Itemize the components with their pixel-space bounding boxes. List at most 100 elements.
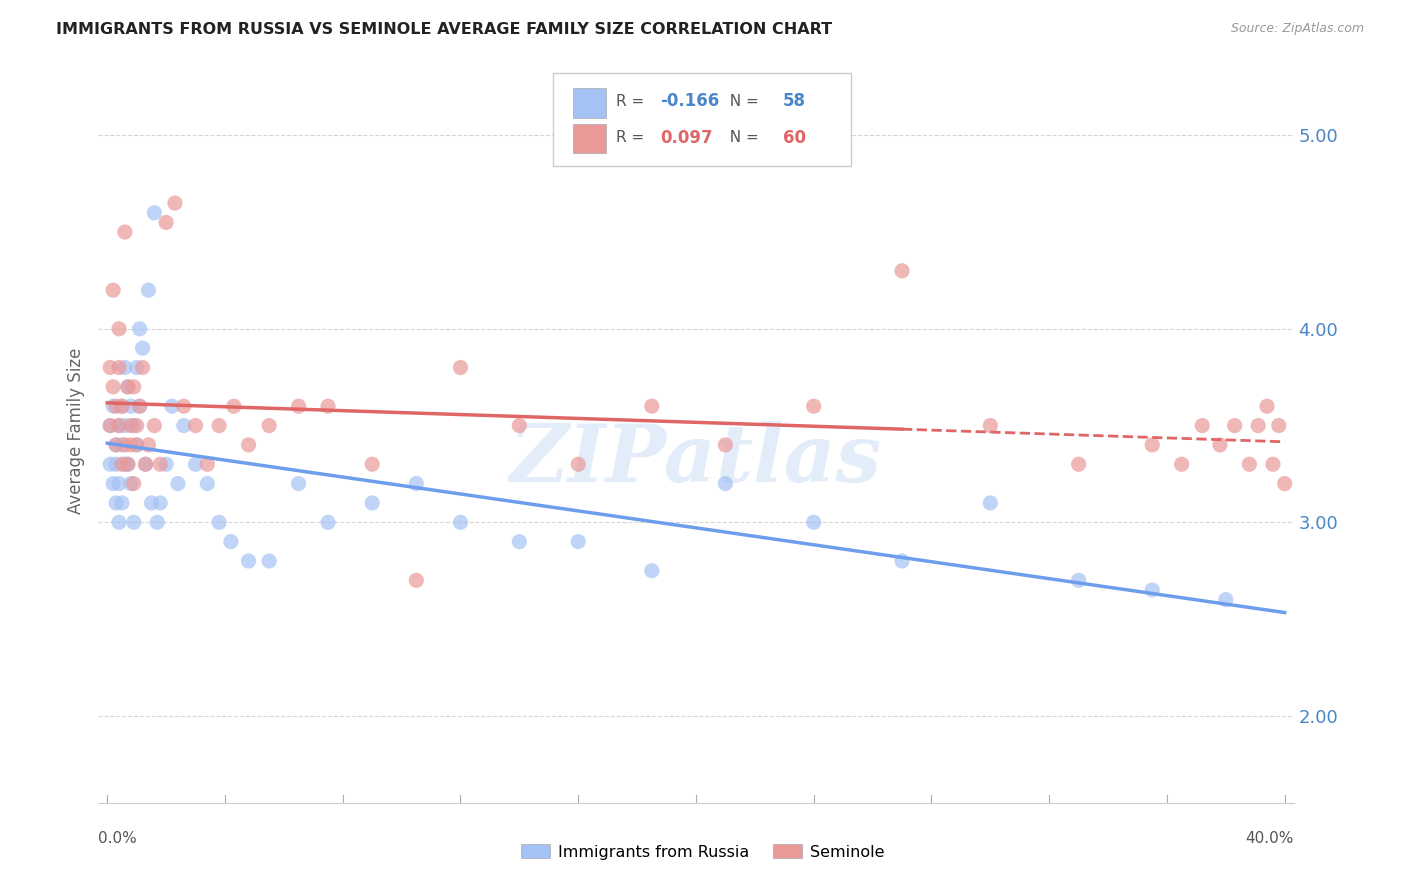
Point (108, 360, 131, 375)
Point (1215, 592, 1237, 607)
Point (98, 418, 121, 433)
Point (134, 457, 156, 471)
Point (117, 457, 139, 471)
Point (1268, 418, 1291, 433)
Point (105, 438, 128, 452)
Point (111, 399, 134, 413)
Point (1274, 476, 1296, 491)
Point (131, 341, 153, 355)
Point (143, 206, 166, 220)
Point (1067, 457, 1090, 471)
Point (219, 534, 242, 549)
Point (891, 264, 914, 278)
Point (122, 476, 145, 491)
Point (98, 457, 121, 471)
Point (143, 418, 166, 433)
Point (117, 457, 139, 471)
Point (184, 418, 207, 433)
Point (108, 418, 131, 433)
Point (238, 554, 260, 568)
Point (114, 457, 136, 471)
Point (149, 496, 172, 510)
Point (1170, 457, 1192, 471)
Text: -0.166: -0.166 (661, 92, 720, 111)
Point (120, 399, 142, 413)
Point (114, 418, 136, 433)
Text: 40.0%: 40.0% (1246, 831, 1294, 846)
Point (101, 283, 124, 297)
Point (803, 399, 825, 413)
Point (134, 457, 156, 471)
FancyBboxPatch shape (572, 87, 606, 118)
Point (149, 457, 172, 471)
Point (138, 283, 160, 297)
Point (714, 438, 737, 452)
Point (120, 476, 142, 491)
Point (117, 380, 139, 394)
Point (1142, 438, 1164, 452)
Point (405, 574, 427, 588)
Point (287, 399, 309, 413)
Text: N =: N = (720, 94, 763, 109)
Point (238, 438, 260, 452)
Point (120, 418, 142, 433)
Point (714, 476, 737, 491)
Point (111, 438, 134, 452)
Point (101, 380, 124, 394)
Point (111, 399, 134, 413)
Point (979, 418, 1001, 433)
Point (120, 438, 142, 452)
Point (195, 476, 218, 491)
Point (122, 380, 145, 394)
Point (361, 457, 384, 471)
Point (508, 534, 530, 549)
Text: 58: 58 (783, 92, 806, 111)
Point (1191, 418, 1213, 433)
Point (567, 534, 589, 549)
Text: N =: N = (720, 130, 763, 145)
Point (146, 516, 169, 530)
Point (405, 476, 427, 491)
FancyBboxPatch shape (553, 73, 852, 166)
Point (222, 399, 245, 413)
Point (508, 418, 530, 433)
Point (125, 360, 148, 375)
Point (128, 322, 150, 336)
Point (1223, 418, 1246, 433)
Point (184, 457, 207, 471)
Point (122, 516, 145, 530)
Point (1239, 457, 1261, 471)
Text: 0.097: 0.097 (661, 128, 713, 146)
Point (111, 457, 134, 471)
Point (98, 360, 121, 375)
Text: Source: ZipAtlas.com: Source: ZipAtlas.com (1230, 22, 1364, 36)
Point (111, 496, 134, 510)
Point (155, 215, 177, 229)
Point (803, 516, 825, 530)
Point (450, 360, 472, 375)
Point (125, 438, 148, 452)
Point (1261, 457, 1284, 471)
Point (131, 360, 153, 375)
Point (105, 399, 128, 413)
Point (128, 399, 150, 413)
Point (1256, 399, 1278, 413)
Point (128, 399, 150, 413)
Point (208, 516, 231, 530)
Y-axis label: Average Family Size: Average Family Size (66, 347, 84, 514)
Point (173, 418, 195, 433)
Point (114, 360, 136, 375)
Text: IMMIGRANTS FROM RUSSIA VS SEMINOLE AVERAGE FAMILY SIZE CORRELATION CHART: IMMIGRANTS FROM RUSSIA VS SEMINOLE AVERA… (56, 22, 832, 37)
Point (287, 476, 309, 491)
Point (122, 418, 145, 433)
Point (257, 418, 280, 433)
FancyBboxPatch shape (572, 123, 606, 153)
Point (138, 438, 160, 452)
Point (160, 399, 183, 413)
Point (891, 554, 914, 568)
Point (316, 516, 339, 530)
Text: 0.0%: 0.0% (98, 831, 138, 846)
Text: 60: 60 (783, 128, 806, 146)
Point (125, 438, 148, 452)
Point (98, 418, 121, 433)
